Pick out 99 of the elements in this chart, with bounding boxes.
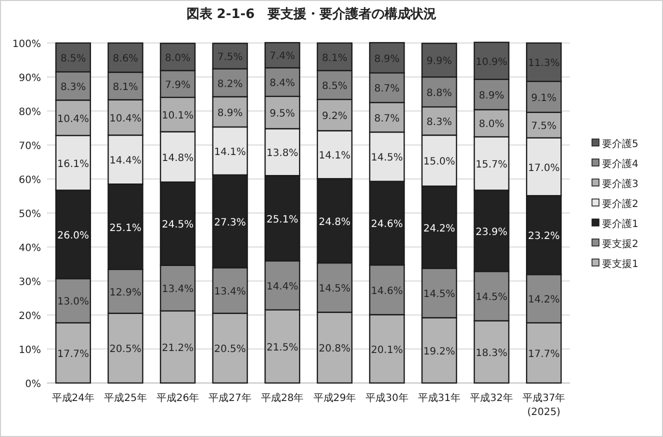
data-label: 8.9% (217, 108, 243, 119)
data-label: 14.8% (162, 152, 194, 164)
data-label: 8.8% (426, 88, 452, 99)
x-tick-label: 平成28年 (260, 392, 304, 404)
data-label: 9.2% (322, 111, 348, 122)
data-label: 14.4% (266, 281, 298, 292)
y-tick-label: 60% (18, 175, 41, 186)
data-label: 10.1% (162, 110, 194, 122)
x-tick-label: 平成30年 (366, 392, 408, 404)
y-tick-label: 20% (18, 311, 41, 322)
data-label: 8.6% (112, 54, 138, 65)
x-tick-label: 平成24年 (52, 392, 95, 404)
data-label: 10.4% (110, 113, 142, 124)
data-label: 8.3% (426, 117, 452, 128)
data-label: 13.4% (162, 284, 194, 296)
legend-label: 要介護2 (602, 198, 638, 210)
data-label: 17.0% (528, 162, 560, 174)
x-tick-label: 平成29年 (313, 392, 356, 404)
legend-label: 要介護4 (602, 158, 638, 170)
y-tick-label: 40% (18, 243, 41, 254)
legend-label: 要介護3 (602, 178, 638, 190)
data-label: 13.0% (57, 296, 90, 308)
data-label: 8.9% (478, 90, 504, 102)
data-label: 25.1% (110, 222, 142, 234)
x-tick-label: 平成32年 (470, 392, 513, 404)
data-label: 14.2% (528, 294, 560, 306)
data-label: 14.4% (110, 156, 142, 167)
y-tick-label: 100% (12, 39, 41, 50)
data-label: 17.7% (528, 348, 560, 360)
data-label: 7.5% (217, 52, 243, 64)
data-label: 21.5% (266, 342, 298, 354)
data-label: 10.4% (57, 114, 90, 125)
legend-label: 要介護1 (602, 218, 638, 230)
data-label: 9.5% (270, 108, 296, 120)
data-label: 8.5% (60, 53, 86, 64)
data-label: 11.3% (528, 58, 560, 70)
data-label: 14.1% (318, 150, 351, 162)
data-label: 8.7% (374, 113, 400, 124)
data-label: 24.8% (318, 216, 351, 228)
data-label: 8.4% (270, 78, 296, 90)
data-label: 8.1% (112, 82, 138, 94)
y-tick-label: 30% (18, 277, 41, 288)
data-label: 8.2% (217, 78, 243, 90)
data-label: 9.1% (531, 92, 557, 104)
data-label: 20.1% (371, 344, 403, 356)
data-label: 23.9% (476, 226, 508, 238)
data-label: 8.3% (60, 82, 86, 94)
y-tick-label: 90% (18, 73, 41, 84)
data-label: 13.4% (214, 286, 246, 298)
data-label: 23.2% (528, 231, 560, 242)
data-label: 18.3% (476, 348, 508, 359)
data-label: 8.1% (322, 52, 348, 64)
x-tick-label: 平成26年 (156, 392, 200, 404)
data-label: 16.1% (57, 158, 90, 170)
x-tick-label: 平成27年 (208, 392, 252, 404)
y-tick-label: 70% (18, 141, 41, 152)
data-label: 12.9% (110, 287, 142, 298)
y-tick-label: 0% (25, 379, 41, 390)
data-label: 14.5% (371, 152, 403, 164)
data-label: 26.0% (57, 230, 90, 242)
data-label: 10.9% (476, 56, 508, 68)
data-label: 17.7% (57, 348, 90, 360)
x-tick-label: 平成31年 (418, 392, 461, 404)
data-label: 8.0% (165, 52, 190, 64)
data-label: 7.9% (165, 80, 190, 91)
legend-label: 要支援2 (602, 238, 638, 250)
data-label: 14.5% (476, 292, 508, 304)
chart-title: 図表 2-1-6 要支援・要介護者の構成状況 (186, 6, 437, 22)
legend-label: 要支援1 (602, 258, 638, 270)
data-label: 25.1% (266, 214, 298, 226)
data-label: 21.2% (162, 342, 194, 354)
data-label: 20.5% (214, 344, 246, 356)
data-label: 14.6% (371, 286, 403, 297)
x-tick-label: 平成25年 (104, 392, 147, 404)
data-label: 7.5% (531, 121, 557, 132)
data-label: 27.3% (214, 217, 246, 228)
data-label: 7.4% (270, 51, 296, 62)
data-label: 8.0% (478, 119, 504, 130)
y-tick-label: 80% (18, 107, 41, 118)
data-label: 13.8% (266, 148, 298, 160)
data-label: 19.2% (423, 346, 456, 358)
y-tick-label: 50% (18, 209, 41, 220)
data-label: 14.1% (214, 146, 246, 158)
data-label: 8.9% (374, 54, 400, 65)
legend-label: 要介護5 (602, 138, 638, 150)
data-label: 15.0% (423, 156, 456, 168)
data-label: 20.8% (318, 344, 351, 355)
data-label: 8.5% (322, 80, 348, 92)
data-label: 15.7% (476, 160, 508, 171)
x-tick-label: 平成37年 (2025) (522, 392, 566, 418)
data-label: 24.6% (371, 219, 403, 230)
y-tick-label: 10% (18, 345, 41, 356)
data-label: 24.2% (423, 223, 456, 234)
data-label: 24.5% (162, 220, 194, 231)
data-label: 14.5% (318, 284, 351, 295)
data-label: 8.7% (374, 84, 400, 95)
data-label: 20.5% (110, 344, 142, 356)
data-label: 9.9% (426, 56, 452, 68)
data-label: 14.5% (423, 289, 456, 300)
